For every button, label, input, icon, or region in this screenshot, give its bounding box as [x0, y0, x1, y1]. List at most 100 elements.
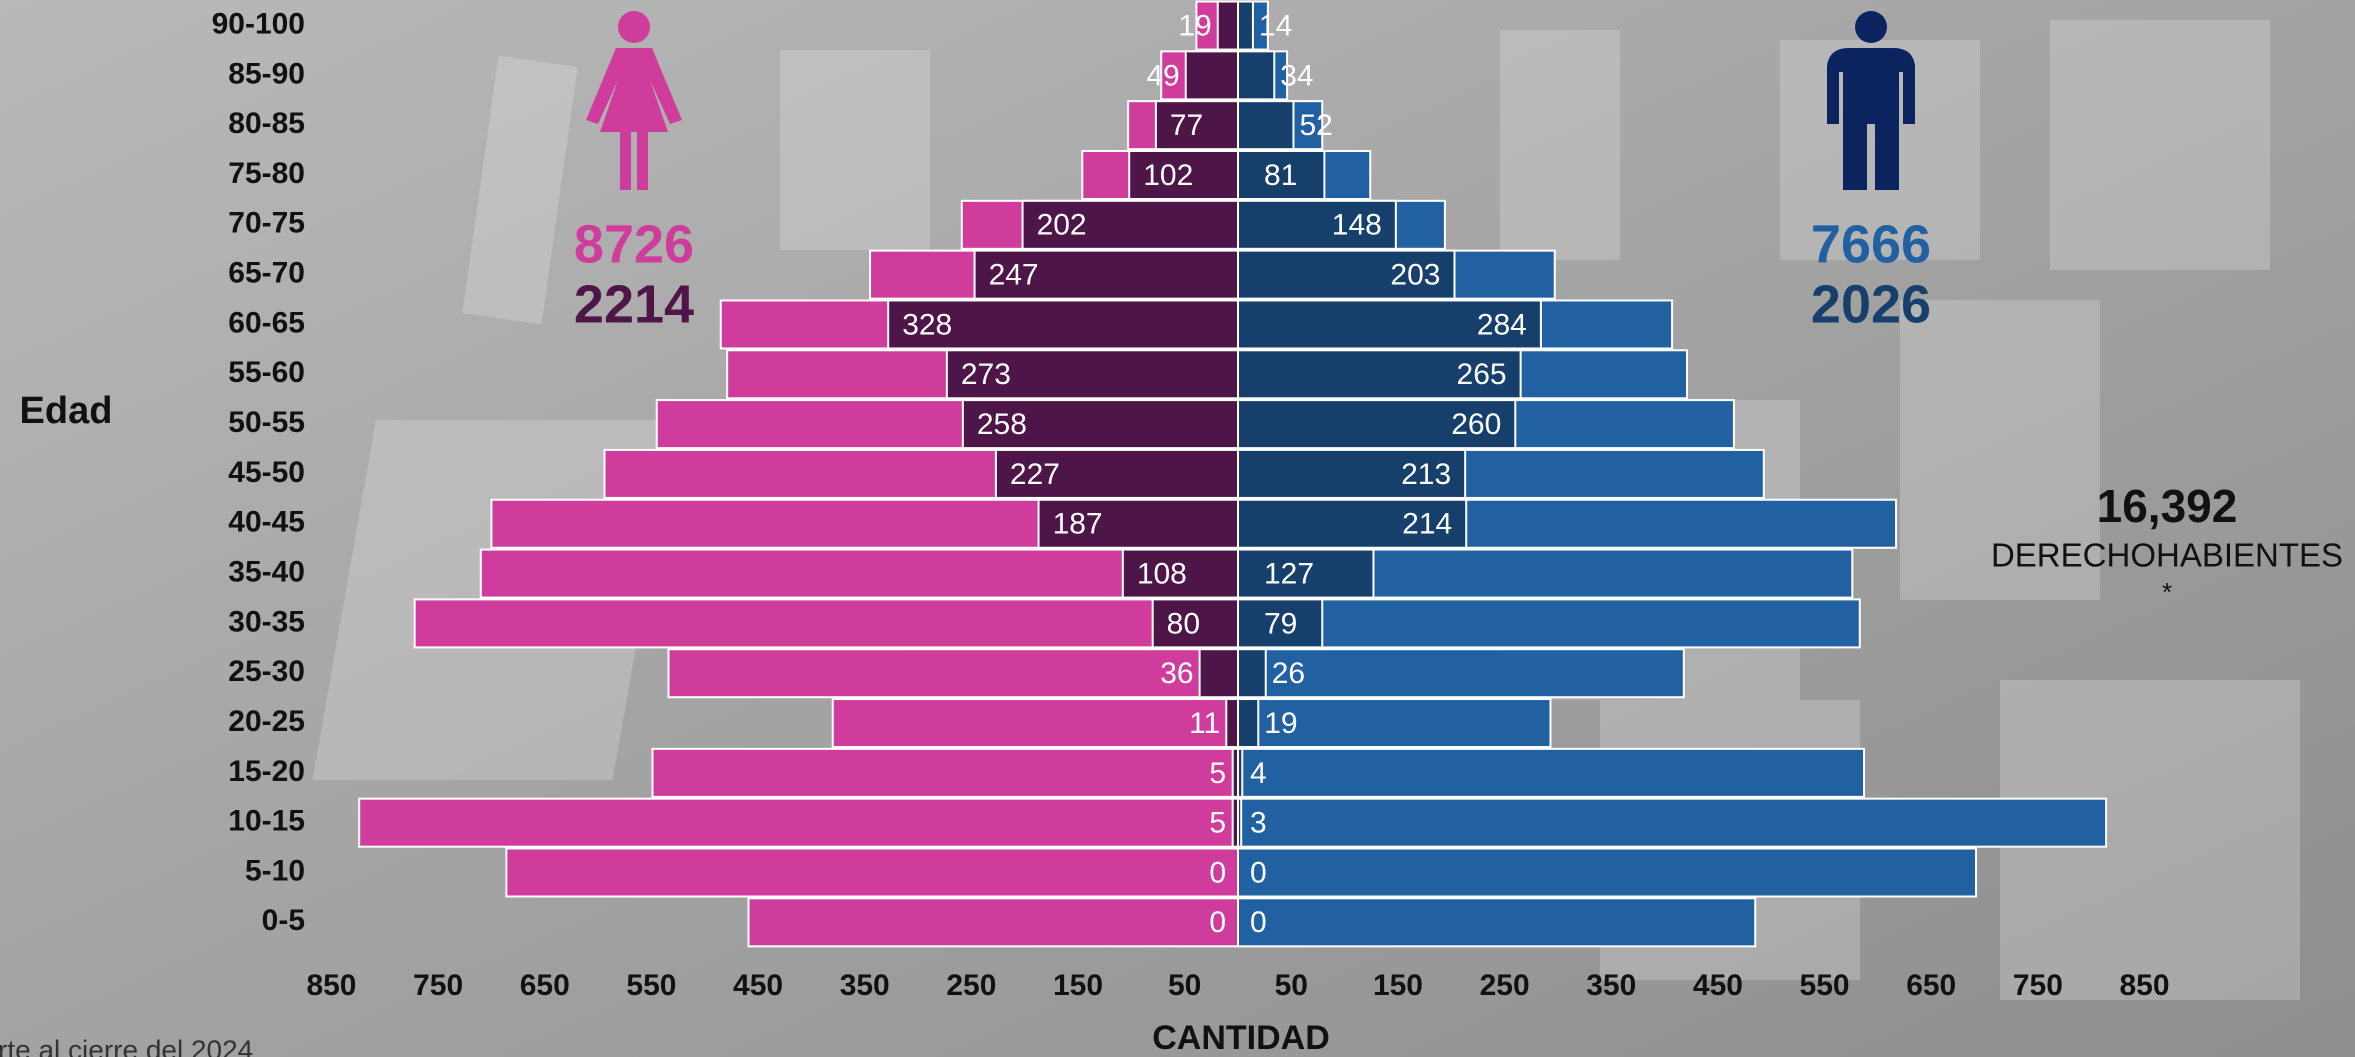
x-tick-label: 650 — [1906, 969, 1956, 1002]
bar — [506, 848, 1238, 896]
data-label: 127 — [1264, 557, 1314, 590]
footnote-mark: * — [2162, 577, 2172, 607]
footnote: rte al cierre del 2024 — [0, 1034, 253, 1057]
data-label: 19 — [1264, 707, 1297, 740]
grand-total: 16,392 — [2097, 480, 2238, 532]
data-label: 19 — [1178, 9, 1211, 42]
bar — [1238, 749, 1242, 797]
data-label: 284 — [1477, 308, 1527, 341]
y-tick-label: 55-60 — [228, 356, 305, 389]
data-label: 26 — [1272, 657, 1305, 690]
y-tick-label: 40-45 — [228, 506, 305, 539]
x-tick-label: 450 — [733, 969, 783, 1002]
bar — [1238, 101, 1293, 149]
data-label: 203 — [1390, 259, 1440, 292]
y-tick-label: 30-35 — [228, 605, 305, 638]
x-tick-label: 550 — [626, 969, 676, 1002]
data-label: 273 — [961, 358, 1011, 391]
x-tick-label: 50 — [1275, 969, 1308, 1002]
female-subtotal: 2214 — [574, 274, 694, 334]
data-label: 0 — [1209, 856, 1226, 889]
bar — [1238, 599, 1860, 647]
x-tick-label: 50 — [1168, 969, 1201, 1002]
bar — [415, 599, 1238, 647]
y-tick-label: 60-65 — [228, 306, 305, 339]
x-tick-label: 550 — [1800, 969, 1850, 1002]
x-axis-label: CANTIDAD — [1152, 1019, 1330, 1057]
y-tick-label: 45-50 — [228, 456, 305, 489]
data-label: 5 — [1209, 757, 1226, 790]
x-tick-label: 250 — [1480, 969, 1530, 1002]
data-label: 0 — [1250, 856, 1267, 889]
bar — [1238, 799, 2106, 847]
y-tick-label: 25-30 — [228, 655, 305, 688]
male-total: 7666 — [1811, 214, 1931, 274]
bar — [652, 749, 1238, 797]
x-tick-label: 750 — [413, 969, 463, 1002]
bar — [1238, 749, 1864, 797]
grand-total-label: DERECHOHABIENTES — [1991, 537, 2343, 574]
data-label: 202 — [1037, 209, 1087, 242]
y-tick-label: 50-55 — [228, 406, 305, 439]
data-label: 328 — [902, 308, 952, 341]
bar — [1238, 848, 1976, 896]
data-label: 34 — [1280, 59, 1313, 92]
x-tick-label: 350 — [1586, 969, 1636, 1002]
x-tick-label: 350 — [840, 969, 890, 1002]
data-label: 80 — [1167, 607, 1200, 640]
bar — [1218, 2, 1238, 50]
bar — [1226, 699, 1238, 747]
data-label: 213 — [1401, 458, 1451, 491]
data-label: 0 — [1209, 906, 1226, 939]
y-tick-label: 80-85 — [228, 107, 305, 140]
y-tick-label: 90-100 — [212, 7, 305, 40]
data-label: 247 — [989, 259, 1039, 292]
y-tick-label: 75-80 — [228, 157, 305, 190]
data-label: 14 — [1259, 9, 1292, 42]
data-label: 4 — [1250, 757, 1267, 790]
x-tick-label: 850 — [306, 969, 356, 1002]
data-label: 11 — [1189, 707, 1220, 740]
bar — [359, 799, 1238, 847]
bar — [1200, 649, 1238, 697]
bar — [1238, 51, 1274, 99]
x-tick-label: 750 — [2013, 969, 2063, 1002]
y-tick-label: 10-15 — [228, 805, 305, 838]
data-label: 258 — [977, 408, 1027, 441]
data-label: 187 — [1053, 508, 1103, 541]
bar — [833, 699, 1238, 747]
bar — [1238, 699, 1258, 747]
data-label: 81 — [1264, 159, 1297, 192]
data-label: 5 — [1209, 807, 1226, 840]
y-tick-label: 0-5 — [262, 904, 305, 937]
bar — [1238, 2, 1253, 50]
data-label: 0 — [1250, 906, 1267, 939]
y-tick-label: 85-90 — [228, 57, 305, 90]
data-label: 79 — [1264, 607, 1297, 640]
data-label: 77 — [1170, 109, 1203, 142]
data-label: 148 — [1332, 209, 1382, 242]
y-tick-label: 15-20 — [228, 755, 305, 788]
y-tick-label: 5-10 — [245, 854, 305, 887]
x-tick-label: 250 — [946, 969, 996, 1002]
data-label: 36 — [1160, 657, 1193, 690]
data-label: 102 — [1143, 159, 1193, 192]
data-label: 49 — [1146, 59, 1179, 92]
data-label: 108 — [1137, 557, 1187, 590]
female-total: 8726 — [574, 214, 694, 274]
x-tick-label: 850 — [2119, 969, 2169, 1002]
data-label: 260 — [1451, 408, 1501, 441]
data-label: 227 — [1010, 458, 1060, 491]
bar — [1238, 799, 1241, 847]
bar — [668, 649, 1238, 697]
data-label: 52 — [1299, 109, 1332, 142]
y-axis-label: Edad — [20, 390, 113, 432]
data-label: 3 — [1250, 807, 1267, 840]
x-tick-label: 450 — [1693, 969, 1743, 1002]
bar — [1238, 898, 1755, 946]
y-tick-label: 35-40 — [228, 555, 305, 588]
x-tick-label: 150 — [1053, 969, 1103, 1002]
bar — [1186, 51, 1238, 99]
x-tick-label: 650 — [520, 969, 570, 1002]
bar — [748, 898, 1238, 946]
